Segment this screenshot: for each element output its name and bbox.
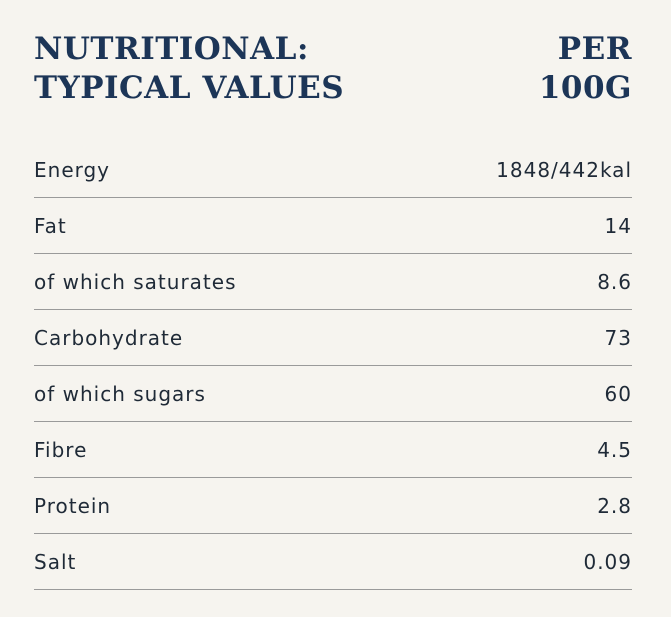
row-value: 60 (604, 381, 632, 406)
row-value: 1848/442kal (496, 157, 632, 182)
title-line-2: TYPICAL VALUES (34, 70, 345, 106)
row-value: 8.6 (597, 269, 632, 294)
row-label: of which saturates (34, 269, 237, 294)
row-value: 2.8 (597, 493, 632, 518)
nutrition-row-energy: Energy 1848/442kal (34, 142, 632, 198)
nutrition-row-protein: Protein 2.8 (34, 478, 632, 534)
nutrition-row-fat: Fat 14 (34, 198, 632, 254)
row-label: Carbohydrate (34, 325, 184, 350)
nutrition-row-saturates: of which saturates 8.6 (34, 254, 632, 310)
per-100g-heading: PER 100G (539, 30, 632, 108)
nutrition-row-carbohydrate: Carbohydrate 73 (34, 310, 632, 366)
row-value: 4.5 (597, 437, 632, 462)
row-label: Protein (34, 493, 112, 518)
per-line-1: PER (557, 31, 632, 67)
per-line-2: 100G (538, 70, 632, 106)
nutrition-panel: NUTRITIONAL: TYPICAL VALUES PER 100G Ene… (34, 30, 632, 590)
row-value: 73 (604, 325, 632, 350)
title-line-1: NUTRITIONAL: (34, 31, 309, 67)
row-value: 0.09 (583, 549, 632, 574)
nutrition-row-fibre: Fibre 4.5 (34, 422, 632, 478)
nutrition-table: Energy 1848/442kal Fat 14 of which satur… (34, 142, 632, 590)
row-label: Fat (34, 213, 67, 238)
row-label: Energy (34, 157, 111, 182)
row-label: Salt (34, 549, 77, 574)
row-value: 14 (604, 213, 632, 238)
nutrition-title: NUTRITIONAL: TYPICAL VALUES (34, 30, 344, 108)
nutrition-row-sugars: of which sugars 60 (34, 366, 632, 422)
nutrition-header: NUTRITIONAL: TYPICAL VALUES PER 100G (34, 30, 632, 142)
nutrition-row-salt: Salt 0.09 (34, 534, 632, 590)
row-label: Fibre (34, 437, 88, 462)
row-label: of which sugars (34, 381, 206, 406)
